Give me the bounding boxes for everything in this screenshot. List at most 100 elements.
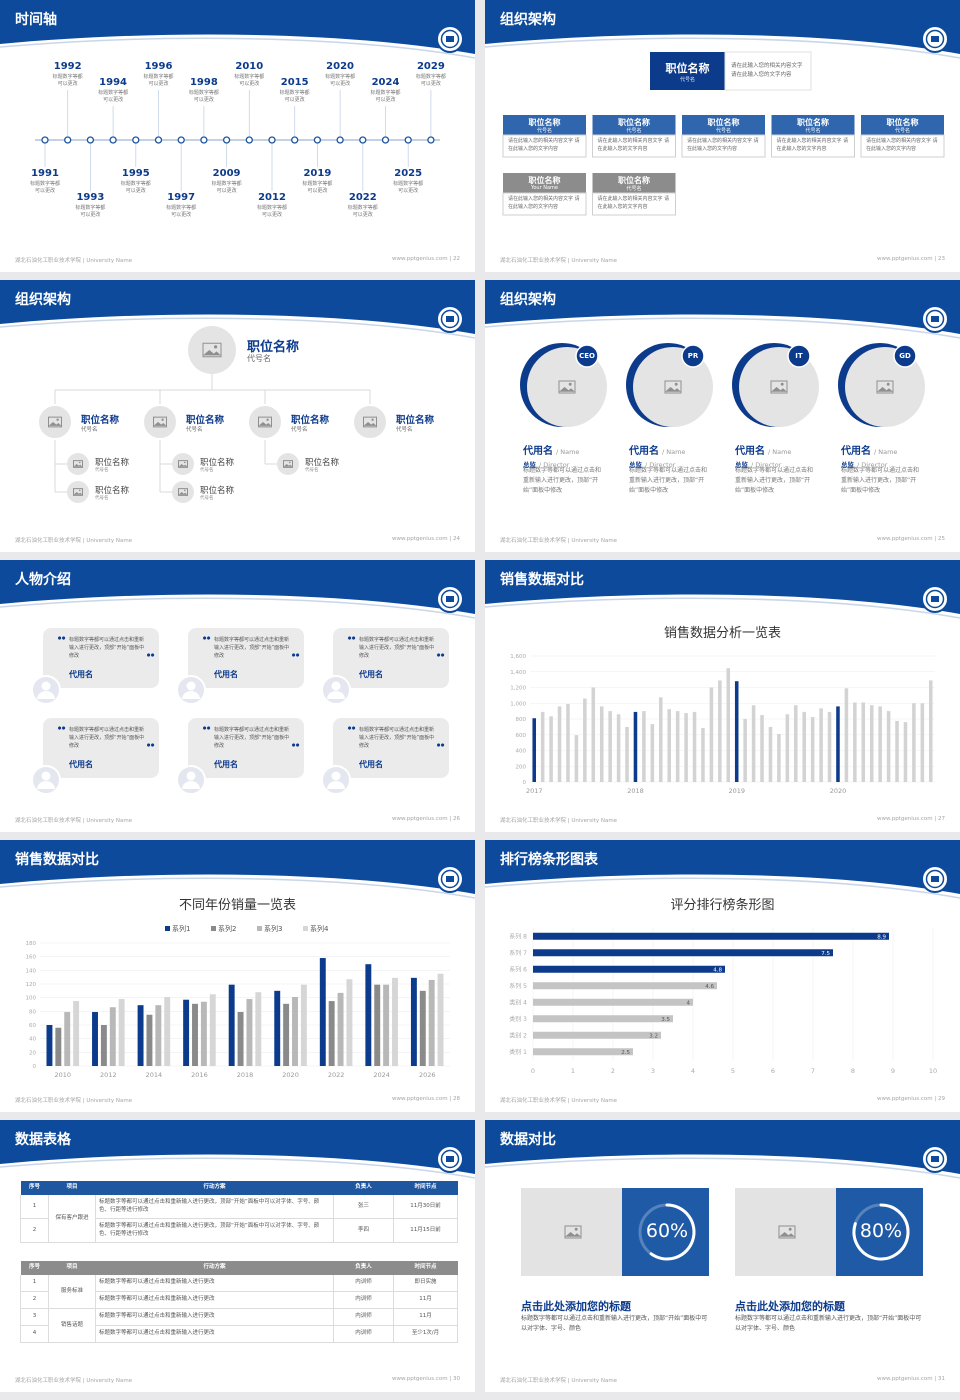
bar bbox=[100, 1025, 107, 1066]
card-name: 代用名 bbox=[841, 446, 871, 457]
slide: 组织架构 湖北石油化工职业技术学院 | University Name www.pp… bbox=[0, 280, 475, 552]
table-header-row: 序号 项目 行动方案 负责人 时间节点 bbox=[20, 1260, 458, 1275]
slide-title: 排行榜条形图表 bbox=[500, 852, 598, 868]
y-tick-label: 400 bbox=[516, 749, 527, 755]
timeline-text: 标题数字等都可以更改 bbox=[120, 181, 151, 194]
slide-title: 组织架构 bbox=[500, 292, 556, 308]
table-cell: 标题数字等都可以通过点击和重新输入进行更改 bbox=[95, 1274, 334, 1292]
legend-swatch bbox=[303, 926, 308, 931]
y-tick-label: 1,400 bbox=[510, 670, 526, 676]
timeline-dot bbox=[200, 136, 208, 144]
table-cell: 1 bbox=[20, 1274, 49, 1292]
footer-left: 湖北石油化工职业技术学院 | University Name bbox=[500, 818, 618, 824]
footer-right: www.pptgenius.com | 23 bbox=[877, 256, 945, 262]
y-tick-label: 60 bbox=[29, 1023, 36, 1029]
timeline-dot bbox=[132, 136, 140, 144]
child-code: 代号名 bbox=[200, 468, 214, 473]
timeline-text: 标题数字等都可以更改 bbox=[256, 205, 287, 218]
card-badge-text: GD bbox=[899, 352, 911, 360]
bar bbox=[540, 711, 545, 782]
bar bbox=[192, 1003, 198, 1066]
table-cell: 4 bbox=[20, 1325, 49, 1343]
quote-mark bbox=[295, 653, 300, 658]
role-text: 请在此输入您的相关内容文字 请在此输入您的文字内容 bbox=[508, 196, 580, 210]
role-text: 请在此输入您的相关内容文字 请在此输入您的文字内容 bbox=[597, 138, 670, 152]
quote-mark bbox=[436, 653, 441, 658]
timeline-dot bbox=[86, 136, 95, 144]
role-body bbox=[681, 134, 766, 158]
bar bbox=[709, 687, 714, 782]
image-placeholder-sun bbox=[266, 418, 269, 421]
role-code: 代号名 bbox=[894, 128, 910, 134]
avatar-body bbox=[182, 691, 200, 699]
card-badge-text: CEO bbox=[579, 352, 595, 360]
child-name: 职位名称 bbox=[95, 458, 130, 468]
quote-mark bbox=[57, 726, 62, 731]
card-name: 代用名 bbox=[523, 446, 553, 457]
bar bbox=[912, 703, 916, 782]
role-code: 代号名 bbox=[626, 186, 642, 192]
compare-title: 点击此处添加您的标题 bbox=[735, 1300, 845, 1313]
avatar-head bbox=[331, 771, 341, 781]
quote-text: 标题数字等都可以通过点击和重新输入进行更改，顶部“开始”面板中修改 bbox=[69, 727, 145, 749]
donut-label: 80% bbox=[859, 1220, 903, 1242]
card-text: 标题数字等都可以通过点击和重新输入进行更改，顶部“开始”面板中修改 bbox=[841, 467, 920, 494]
role-body bbox=[502, 192, 587, 216]
timeline-dot bbox=[404, 136, 412, 144]
bar bbox=[533, 1015, 673, 1023]
slide-canvas bbox=[485, 280, 960, 427]
bar bbox=[328, 1001, 335, 1066]
x-tick-label: 3 bbox=[651, 1067, 655, 1075]
timeline-text: 标题数字等都可以更改 bbox=[347, 205, 378, 218]
table-cell: 内训师 bbox=[333, 1308, 394, 1326]
table-header-cell: 行动方案 bbox=[203, 1183, 226, 1190]
quote-mark bbox=[295, 743, 300, 748]
timeline-dot bbox=[109, 136, 117, 144]
bar bbox=[844, 688, 849, 782]
slide-canvas bbox=[0, 1120, 475, 1179]
child-avatar bbox=[67, 481, 89, 503]
role-header bbox=[771, 115, 855, 135]
quote-mark bbox=[57, 636, 62, 641]
logo-ring bbox=[440, 29, 460, 49]
bar bbox=[73, 1001, 80, 1066]
bar bbox=[819, 708, 823, 782]
quote-name: 代用名 bbox=[69, 760, 93, 769]
footer-right: www.pptgenius.com | 28 bbox=[392, 1096, 460, 1102]
footer-left: 湖北石油化工职业技术学院 | University Name bbox=[15, 538, 133, 544]
card-role-row: 总监 / Director bbox=[523, 452, 569, 471]
slide-title: 数据对比 bbox=[500, 1132, 556, 1148]
donut-arc bbox=[649, 1203, 696, 1261]
card-role-en: / Director bbox=[751, 461, 782, 469]
head-note-box bbox=[724, 51, 812, 91]
slide-title: 数据表格 bbox=[15, 1132, 71, 1148]
footer-left: 湖北石油化工职业技术学院 | University Name bbox=[15, 258, 133, 264]
child-name: 职位名称 bbox=[200, 486, 235, 496]
quote-mark bbox=[291, 743, 296, 748]
card-role-en: / Director bbox=[645, 461, 676, 469]
bar bbox=[155, 1005, 162, 1066]
bar bbox=[337, 992, 344, 1066]
image-placeholder-mountain bbox=[559, 387, 575, 392]
legend-label: 系列2 bbox=[218, 925, 237, 933]
card-role: 总监 bbox=[841, 461, 854, 469]
timeline-text: 标题数字等都可以更改 bbox=[75, 205, 106, 218]
bar bbox=[616, 714, 621, 782]
value-label: 7.5 bbox=[821, 951, 830, 957]
logo-ring bbox=[925, 589, 945, 609]
avatar-head bbox=[186, 681, 196, 691]
x-tick-label: 1 bbox=[571, 1067, 575, 1075]
slide-canvas: 0 20 40 60 80 100 120 140 160 180 2010 2012 2014 2016… bbox=[0, 840, 475, 1079]
bar bbox=[760, 715, 764, 782]
quote-mark bbox=[146, 743, 151, 748]
image-placeholder bbox=[258, 416, 272, 428]
x-tick-label: 2020 bbox=[282, 1071, 299, 1079]
role-name: 职位名称 bbox=[528, 176, 561, 185]
role-body bbox=[502, 134, 587, 158]
child-code: 代号名 bbox=[200, 496, 214, 501]
x-tick-label: 2022 bbox=[328, 1071, 345, 1079]
image-placeholder-sun bbox=[183, 461, 186, 464]
table-cell: 标题数字等都可以通过点击和重新输入进行更改，顶部“开始”面板中可以对字体、字号、… bbox=[95, 1218, 334, 1243]
bar bbox=[55, 1027, 62, 1066]
